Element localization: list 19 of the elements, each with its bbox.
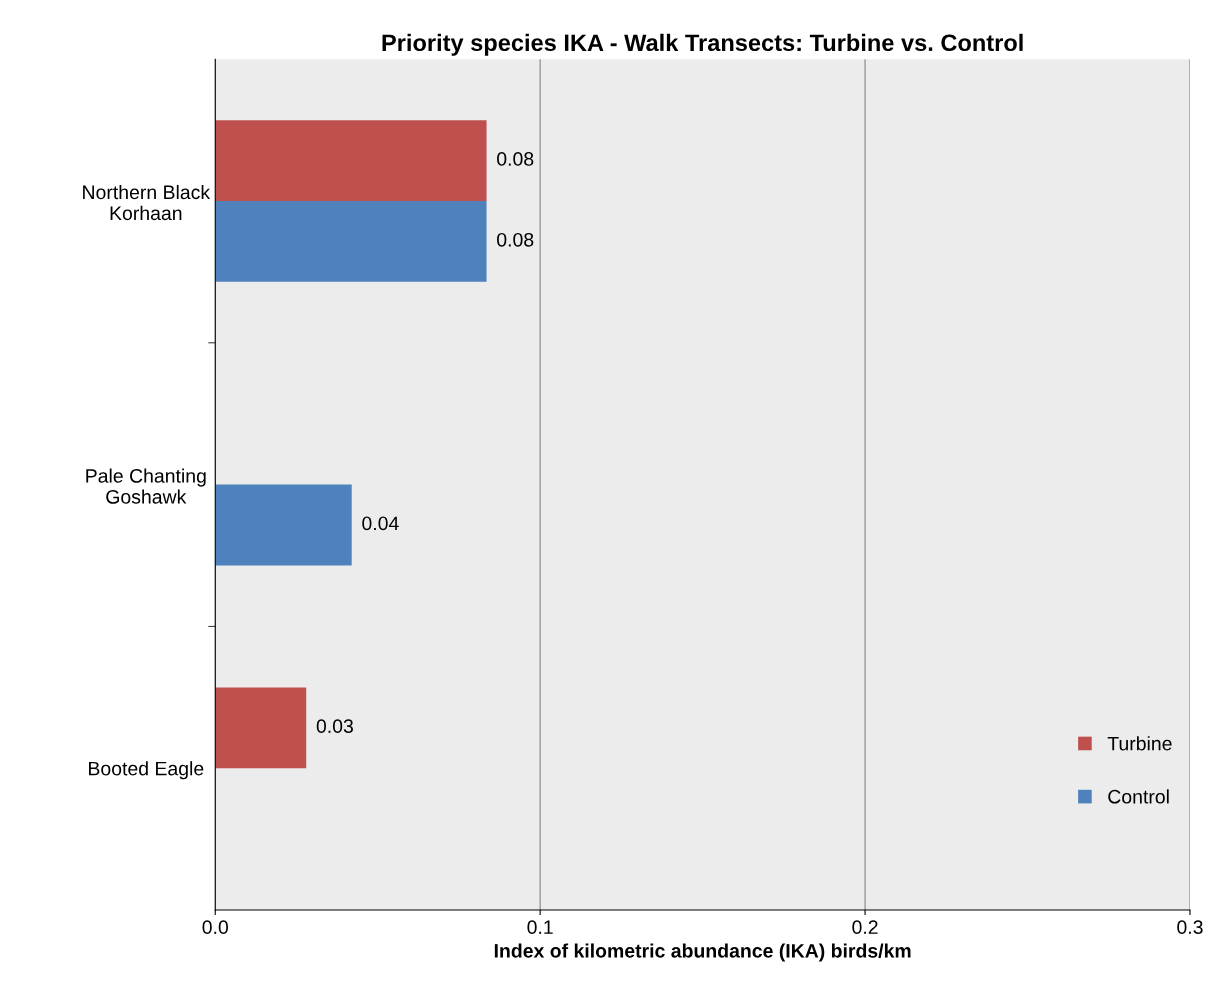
x-tick-label: 0.1 [527,920,553,935]
data-label: 0.04 [362,516,399,531]
data-label: 0.03 [316,719,353,734]
legend-label: Control [1108,789,1169,804]
x-tick-label: 0.2 [852,920,878,935]
chart-title: Priority species IKA - Walk Transects: Turbine vs. Control [382,33,1023,56]
data-label: 0.08 [497,152,534,166]
y-tick-label: Northern Black Korhaan [83,184,211,221]
y-tick-label: Pale Chanting Goshawk [86,468,206,504]
data-label: 0.08 [497,232,534,247]
y-tick-label: Booted Eagle [89,761,204,780]
bar [215,120,487,202]
legend-label: Turbine [1107,736,1172,751]
bar [215,687,307,769]
bar [215,201,487,282]
x-tick-label: 0.0 [202,920,228,935]
bar [215,484,352,566]
x-tick-label: 0.3 [1177,920,1203,935]
x-axis-title: Index of kilometric abundance (IKA) birds/km [494,943,911,962]
